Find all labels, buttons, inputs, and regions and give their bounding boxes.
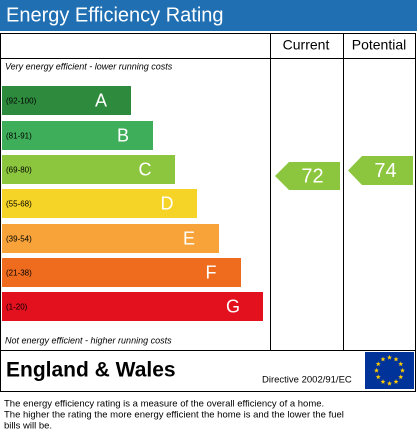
band-bar: [2, 155, 175, 184]
band-bar: [2, 292, 263, 321]
band-bar: [2, 86, 131, 115]
rating-arrow: [348, 156, 413, 185]
top-note: Very energy efficient - lower running co…: [5, 61, 173, 71]
eu-star: [375, 361, 381, 367]
eu-star: [387, 380, 392, 386]
directive: Directive 2002/91/EC: [262, 375, 352, 386]
eu-star: [374, 367, 379, 373]
band-letter: F: [206, 262, 217, 282]
band-bar: [2, 121, 153, 150]
eu-star: [400, 367, 405, 373]
band-range: (39-54): [6, 235, 32, 244]
eu-star: [393, 379, 399, 384]
rating-value: 74: [374, 160, 396, 182]
band-bar: [2, 258, 241, 287]
band-range: (1-20): [6, 303, 28, 312]
band-letter: C: [139, 159, 152, 179]
column-header: Current: [283, 37, 330, 53]
table-frame: [0, 33, 416, 392]
band-range: (21-38): [6, 269, 32, 278]
band-letter: E: [183, 228, 195, 248]
description-line: bills will be.: [4, 421, 52, 432]
title: Energy Efficiency Rating: [6, 4, 224, 26]
band-range: (92-100): [6, 97, 37, 106]
eu-star: [387, 354, 392, 360]
band-letter: B: [117, 125, 129, 145]
column-header: Potential: [352, 37, 406, 53]
band-letter: A: [95, 90, 107, 110]
eu-star: [380, 356, 386, 362]
title-bar: [0, 0, 417, 31]
description-line: The higher the rating the more energy ef…: [4, 410, 344, 421]
rating-arrow: [275, 162, 340, 190]
band-range: (69-80): [6, 166, 32, 175]
eu-star: [393, 356, 399, 362]
rating-value: 72: [301, 165, 323, 187]
eu-star: [398, 374, 404, 380]
bottom-note: Not energy efficient - higher running co…: [5, 335, 172, 345]
eu-star: [380, 379, 386, 384]
eu-star: [375, 374, 381, 380]
band-letter: D: [161, 193, 174, 213]
region: England & Wales: [6, 359, 176, 382]
eu-star: [398, 361, 404, 367]
band-bar: [2, 189, 197, 218]
band-range: (55-68): [6, 200, 32, 209]
band-letter: G: [226, 296, 240, 316]
band-range: (81-91): [6, 132, 32, 141]
band-bar: [2, 224, 219, 253]
description-line: The energy efficiency rating is a measur…: [4, 399, 324, 410]
